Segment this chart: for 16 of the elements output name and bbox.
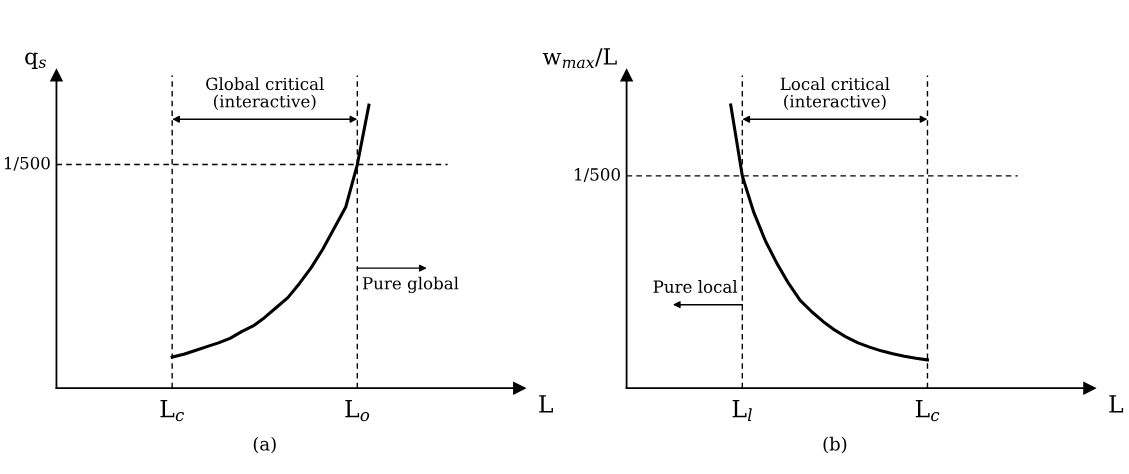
y-axis-title: q$_{s}$ (25, 52, 46, 69)
y-axis-title: w$_{max}$/L (542, 48, 617, 69)
ref-line-label: 1/500 (4, 156, 50, 171)
annotation: Local critical (interactive) (780, 77, 890, 110)
text: (a) (253, 436, 276, 454)
x-tick-label: L$_{c}$ (160, 400, 185, 422)
annotation: Pure local (653, 280, 738, 293)
x-tick-label: L$_{c}$ (915, 400, 940, 422)
x-tick-label: L$_{l}$ (732, 400, 752, 421)
text: (b) (823, 436, 847, 454)
annotation: Pure global (362, 276, 459, 294)
x-axis-title: L (1109, 395, 1124, 413)
annotation: Global critical (interactive) (206, 77, 324, 110)
x-axis-title: L (539, 395, 553, 413)
x-tick-label: L$_{o}$ (345, 400, 370, 422)
ref-line-label: 1/500 (575, 168, 620, 183)
